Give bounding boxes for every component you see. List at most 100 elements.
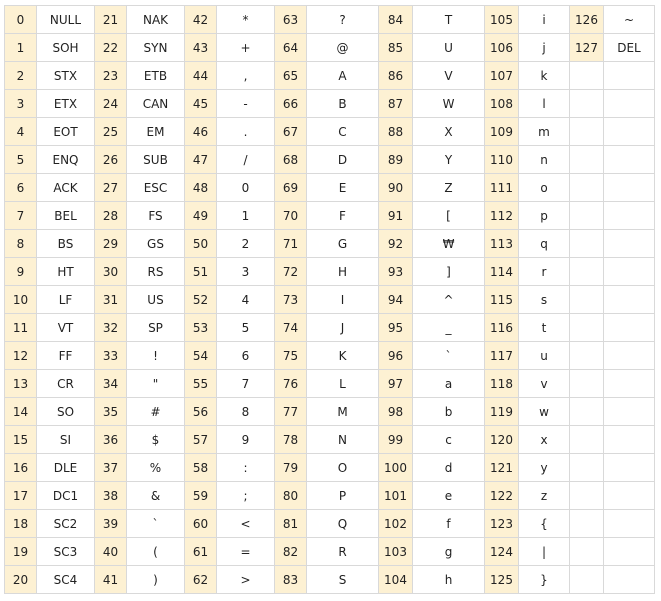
ascii-char-cell: h bbox=[412, 565, 485, 594]
table-row: 8 BS 29 GS 50 2 71 G 92 ₩113 q bbox=[4, 229, 655, 258]
ascii-char-cell: U bbox=[412, 33, 485, 62]
ascii-char-cell: 8 bbox=[216, 397, 275, 426]
ascii-code-cell: 39 bbox=[94, 509, 127, 538]
ascii-char-cell: CAN bbox=[126, 89, 185, 118]
ascii-char-cell: ETB bbox=[126, 61, 185, 90]
ascii-char-cell: STX bbox=[36, 61, 95, 90]
ascii-code-cell: 32 bbox=[94, 313, 127, 342]
ascii-code-cell: 74 bbox=[274, 313, 307, 342]
table-row: 1 SOH 22 SYN 43 +64 @85 U 106 j 127 DEL bbox=[4, 33, 655, 62]
empty-cell bbox=[569, 229, 604, 258]
ascii-char-cell: SOH bbox=[36, 33, 95, 62]
ascii-char-cell: n bbox=[518, 145, 570, 174]
ascii-char-cell: z bbox=[518, 481, 570, 510]
table-row: 10 LF 31 US 52 4 73 I 94 ^ 115 s bbox=[4, 285, 655, 314]
ascii-char-cell: k bbox=[518, 61, 570, 90]
ascii-char-cell: EM bbox=[126, 117, 185, 146]
ascii-code-cell: 51 bbox=[184, 257, 217, 286]
ascii-char-cell: ( bbox=[126, 537, 185, 566]
ascii-code-cell: 16 bbox=[4, 453, 37, 482]
ascii-char-cell: ENQ bbox=[36, 145, 95, 174]
ascii-code-cell: 38 bbox=[94, 481, 127, 510]
ascii-char-cell: ) bbox=[126, 565, 185, 594]
ascii-char-cell: X bbox=[412, 117, 485, 146]
ascii-code-cell: 41 bbox=[94, 565, 127, 594]
ascii-char-cell: E bbox=[306, 173, 379, 202]
empty-cell bbox=[603, 257, 655, 286]
table-row: 12 FF 33! 54 6 75 K 96 ` 117 u bbox=[4, 341, 655, 370]
ascii-char-cell: LF bbox=[36, 285, 95, 314]
ascii-char-cell: 4 bbox=[216, 285, 275, 314]
ascii-code-cell: 68 bbox=[274, 145, 307, 174]
ascii-char-cell: ! bbox=[126, 341, 185, 370]
ascii-code-cell: 25 bbox=[94, 117, 127, 146]
ascii-char-cell: DLE bbox=[36, 453, 95, 482]
ascii-char-cell: O bbox=[306, 453, 379, 482]
empty-cell bbox=[569, 201, 604, 230]
ascii-code-cell: 19 bbox=[4, 537, 37, 566]
ascii-code-cell: 118 bbox=[484, 369, 519, 398]
empty-cell bbox=[603, 117, 655, 146]
ascii-code-cell: 111 bbox=[484, 173, 519, 202]
empty-cell bbox=[603, 229, 655, 258]
ascii-code-cell: 17 bbox=[4, 481, 37, 510]
ascii-char-cell: 5 bbox=[216, 313, 275, 342]
ascii-code-cell: 20 bbox=[4, 565, 37, 594]
ascii-char-cell: r bbox=[518, 257, 570, 286]
table-row: 15 SI 36 $57 9 78 N 99 c 120 x bbox=[4, 425, 655, 454]
ascii-char-cell: i bbox=[518, 5, 570, 34]
ascii-code-cell: 61 bbox=[184, 537, 217, 566]
ascii-char-cell: j bbox=[518, 33, 570, 62]
empty-cell bbox=[603, 537, 655, 566]
ascii-code-cell: 117 bbox=[484, 341, 519, 370]
empty-cell bbox=[603, 341, 655, 370]
ascii-char-cell: w bbox=[518, 397, 570, 426]
ascii-char-cell: Q bbox=[306, 509, 379, 538]
ascii-code-cell: 62 bbox=[184, 565, 217, 594]
ascii-char-cell: b bbox=[412, 397, 485, 426]
empty-cell bbox=[603, 285, 655, 314]
ascii-char-cell: HT bbox=[36, 257, 95, 286]
empty-cell bbox=[603, 145, 655, 174]
empty-cell bbox=[603, 509, 655, 538]
ascii-code-cell: 34 bbox=[94, 369, 127, 398]
table-row: 18 SC2 39 ` 60 <81 Q 102 f 123{ bbox=[4, 509, 655, 538]
ascii-char-cell: " bbox=[126, 369, 185, 398]
empty-cell bbox=[569, 257, 604, 286]
ascii-char-cell: SYN bbox=[126, 33, 185, 62]
ascii-code-cell: 79 bbox=[274, 453, 307, 482]
ascii-code-cell: 60 bbox=[184, 509, 217, 538]
ascii-code-cell: 26 bbox=[94, 145, 127, 174]
ascii-char-cell: ~ bbox=[603, 5, 655, 34]
empty-cell bbox=[603, 313, 655, 342]
ascii-code-cell: 121 bbox=[484, 453, 519, 482]
ascii-char-cell: ₩ bbox=[412, 229, 485, 258]
ascii-code-cell: 53 bbox=[184, 313, 217, 342]
ascii-char-cell: l bbox=[518, 89, 570, 118]
ascii-code-cell: 29 bbox=[94, 229, 127, 258]
ascii-code-cell: 120 bbox=[484, 425, 519, 454]
ascii-code-cell: 3 bbox=[4, 89, 37, 118]
ascii-code-cell: 31 bbox=[94, 285, 127, 314]
empty-cell bbox=[569, 285, 604, 314]
ascii-code-cell: 77 bbox=[274, 397, 307, 426]
ascii-code-cell: 63 bbox=[274, 5, 307, 34]
ascii-code-cell: 30 bbox=[94, 257, 127, 286]
ascii-char-cell: M bbox=[306, 397, 379, 426]
ascii-char-cell: & bbox=[126, 481, 185, 510]
empty-cell bbox=[569, 509, 604, 538]
ascii-char-cell: 6 bbox=[216, 341, 275, 370]
ascii-char-cell: p bbox=[518, 201, 570, 230]
ascii-char-cell: } bbox=[518, 565, 570, 594]
table-row: 6 ACK 27 ESC 48 0 69 E 90 Z 111 o bbox=[4, 173, 655, 202]
ascii-char-cell: G bbox=[306, 229, 379, 258]
ascii-code-cell: 96 bbox=[378, 341, 413, 370]
ascii-char-cell: / bbox=[216, 145, 275, 174]
ascii-char-cell: H bbox=[306, 257, 379, 286]
ascii-char-cell: DC1 bbox=[36, 481, 95, 510]
empty-cell bbox=[569, 369, 604, 398]
ascii-char-cell: 2 bbox=[216, 229, 275, 258]
ascii-code-cell: 101 bbox=[378, 481, 413, 510]
ascii-char-cell: D bbox=[306, 145, 379, 174]
ascii-char-cell: ESC bbox=[126, 173, 185, 202]
